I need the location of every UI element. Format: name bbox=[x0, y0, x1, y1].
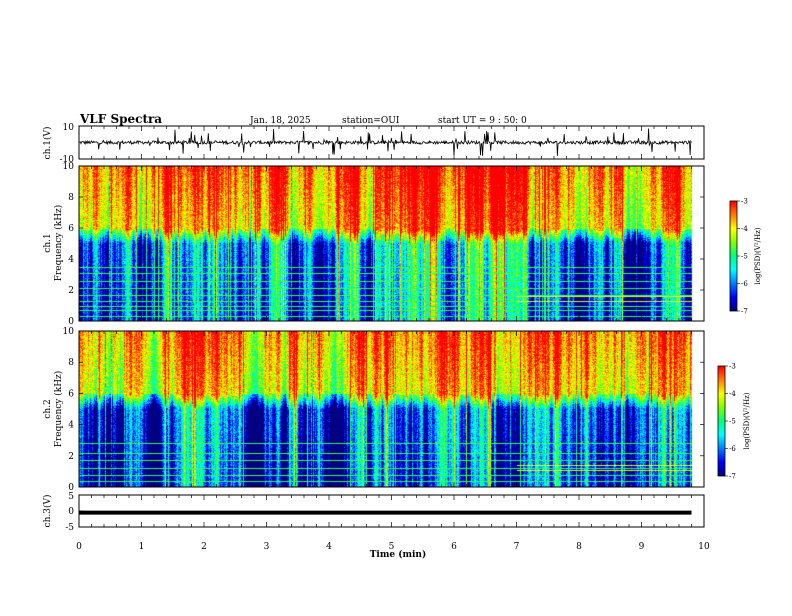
x-axis-label: Time (min) bbox=[370, 549, 427, 560]
x-tick-label: 10 bbox=[698, 542, 710, 552]
y-tick-label: 8 bbox=[68, 193, 74, 203]
x-tick-label: 1 bbox=[139, 542, 145, 552]
x-tick-label: 8 bbox=[576, 542, 582, 552]
y-tick-label: 10 bbox=[63, 327, 75, 337]
start-time-label: start UT = 9 : 50: 0 bbox=[438, 116, 527, 126]
ch1-ytick-top: 10 bbox=[63, 123, 75, 133]
colorbar-tick-label: -5 bbox=[729, 418, 736, 426]
ch1-spectrogram-ylabel-freq: Frequency (kHz) bbox=[53, 205, 64, 282]
ch1-spectrogram-panel: 0 2 4 6 8 10 ch.1 Frequency (kHz) bbox=[43, 162, 705, 327]
y-tick-label: 2 bbox=[68, 286, 74, 296]
ch1-colorbar-label: log(PSD)(V²/Hz) bbox=[754, 227, 762, 284]
colorbar-tick-label: -4 bbox=[741, 225, 748, 233]
colorbar-tick-label: -7 bbox=[729, 473, 736, 481]
y-tick-label: 2 bbox=[68, 452, 74, 462]
colorbar-tick-label: -6 bbox=[741, 280, 748, 288]
ch2-spectrogram-ticks bbox=[78, 331, 705, 487]
station-label: station=OUI bbox=[342, 116, 400, 126]
ch2-spectrogram-ylabel-channel: ch.2 bbox=[43, 399, 53, 418]
y-tick-label: 6 bbox=[68, 389, 74, 399]
x-tick-label: 2 bbox=[201, 542, 207, 552]
x-tick-label: 9 bbox=[639, 542, 645, 552]
ch2-colorbar-ticks: -3 -4 -5 -6 -7 bbox=[725, 363, 736, 481]
y-tick-label: 4 bbox=[68, 421, 74, 431]
ch1-waveform-ylabel: ch.1(V) bbox=[42, 127, 53, 160]
ch3-ytick-top: 5 bbox=[68, 492, 74, 502]
colorbar-tick-label: -3 bbox=[741, 198, 748, 206]
ch3-waveform-panel: 5 0 -5 ch.3(V) bbox=[42, 492, 705, 533]
y-tick-label: 4 bbox=[68, 255, 74, 265]
ch1-colorbar-image bbox=[730, 201, 737, 311]
ch1-colorbar: -3 -4 -5 -6 -7 log(PSD)(V²/Hz) bbox=[729, 198, 762, 316]
y-tick-label: 8 bbox=[68, 358, 74, 368]
ch1-colorbar-wrap bbox=[730, 201, 737, 311]
ch3-ytick-mid: 0 bbox=[68, 507, 74, 517]
ch3-waveform-ticks bbox=[78, 494, 705, 528]
ch1-spectrogram-canvas-wrap bbox=[79, 166, 704, 321]
colorbar-tick-label: -4 bbox=[729, 390, 736, 398]
colorbar-tick-label: -7 bbox=[741, 308, 748, 316]
ch1-spectrogram-ticks bbox=[78, 166, 705, 321]
x-tick-label: 0 bbox=[76, 542, 82, 552]
ch1-spectrogram-ylabel-channel: ch.1 bbox=[43, 233, 53, 252]
colorbar-tick-label: -3 bbox=[729, 363, 736, 371]
y-tick-label: 6 bbox=[68, 224, 74, 234]
ch2-colorbar: -3 -4 -5 -6 -7 log(PSD)(V²/Hz) bbox=[717, 363, 751, 481]
figure-title: VLF Spectra bbox=[79, 112, 162, 126]
y-tick-label: 10 bbox=[63, 162, 75, 172]
ch1-waveform-trace bbox=[78, 128, 692, 156]
ch1-waveform-panel: 10 -10 ch.1(V) bbox=[42, 123, 705, 165]
x-tick-labels: 0 1 2 3 4 5 6 7 8 9 10 bbox=[76, 542, 710, 552]
ch1-colorbar-ticks: -3 -4 -5 -6 -7 bbox=[737, 198, 748, 316]
ch2-colorbar-label: log(PSD)(V²/Hz) bbox=[743, 392, 751, 449]
colorbar-tick-label: -6 bbox=[729, 445, 736, 453]
y-tick-label: 0 bbox=[68, 317, 74, 327]
ch2-spectrogram-canvas-wrap bbox=[79, 331, 704, 487]
ch2-spectrogram-yticks: 0 2 4 6 8 10 bbox=[63, 327, 704, 493]
date-label: Jan. 18, 2025 bbox=[249, 116, 311, 126]
x-tick-label: 7 bbox=[514, 542, 520, 552]
ch2-spectrogram-ylabel-freq: Frequency (kHz) bbox=[53, 371, 64, 448]
ch2-colorbar-wrap bbox=[718, 366, 725, 476]
x-tick-label: 3 bbox=[264, 542, 270, 552]
ch1-ytick-bottom: -10 bbox=[60, 155, 75, 165]
y-tick-label: 0 bbox=[68, 483, 74, 493]
ch3-ytick-bottom: -5 bbox=[65, 523, 74, 533]
x-tick-label: 5 bbox=[389, 542, 395, 552]
x-tick-label: 6 bbox=[451, 542, 457, 552]
ch2-colorbar-image bbox=[718, 366, 725, 476]
ch2-spectrogram-image bbox=[79, 331, 704, 487]
ch1-spectrogram-yticks: 0 2 4 6 8 10 bbox=[63, 162, 704, 327]
ch2-spectrogram-panel: 0 2 4 6 8 10 ch.2 Frequency (kHz) bbox=[43, 327, 705, 493]
colorbar-tick-label: -5 bbox=[741, 253, 748, 261]
ch1-spectrogram-image bbox=[79, 166, 704, 321]
ch3-waveform-ylabel: ch.3(V) bbox=[42, 495, 53, 528]
x-tick-label: 4 bbox=[326, 542, 332, 552]
ch1-waveform-ticks bbox=[78, 126, 705, 159]
